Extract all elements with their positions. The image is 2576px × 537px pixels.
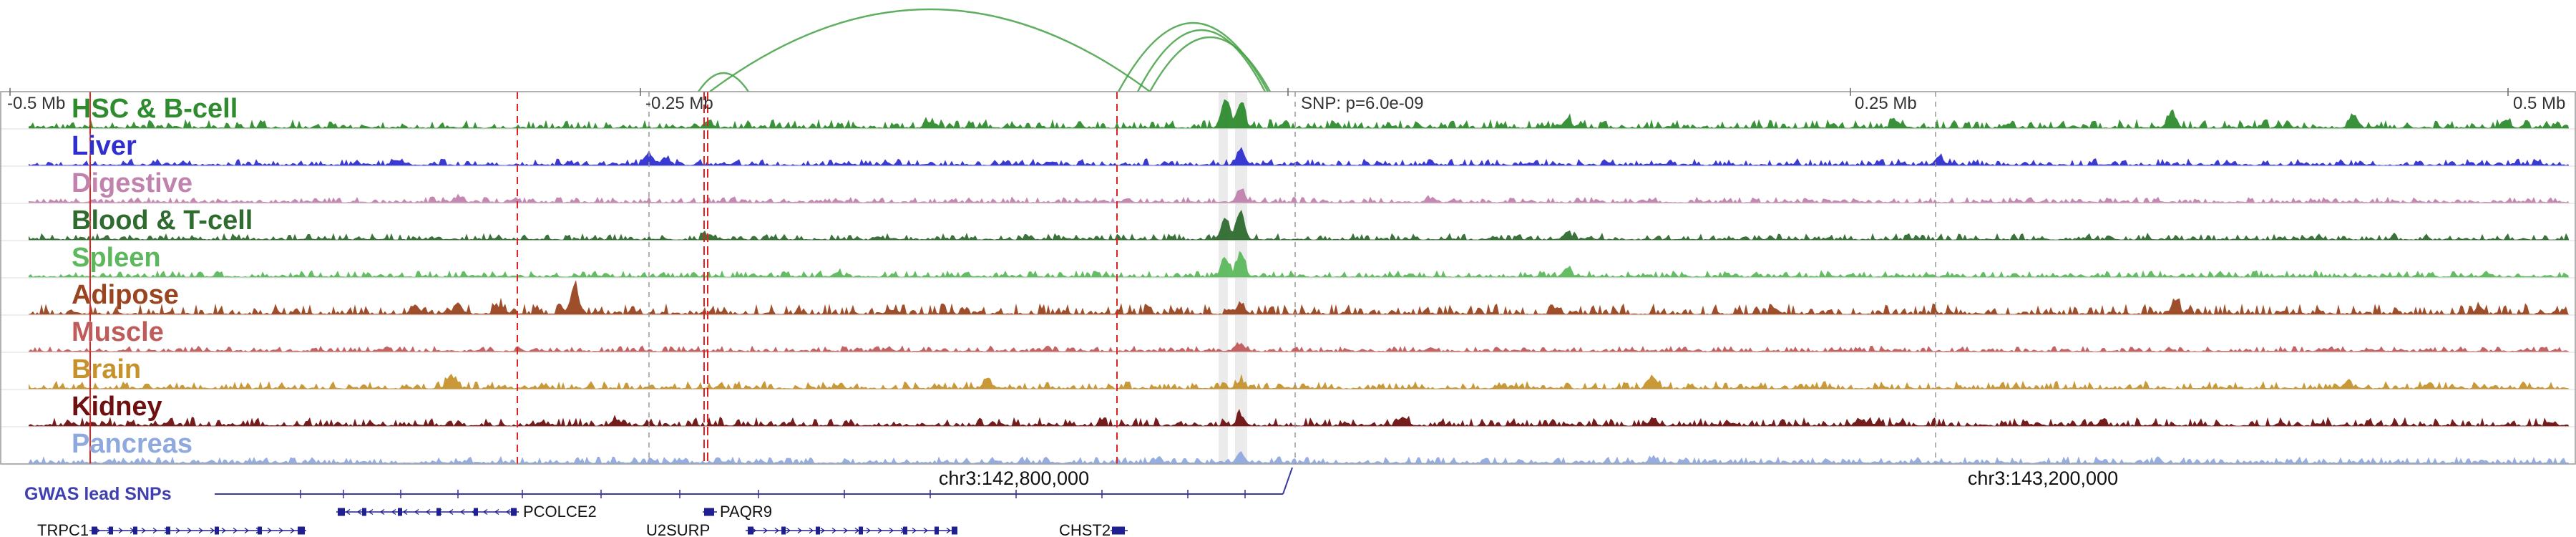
- coordinate-label-left: chr3:142,800,000: [938, 468, 1090, 489]
- ruler-label-0-5-mb: 0.5 Mb: [2513, 94, 2566, 113]
- coordinate-label-right: chr3:143,200,000: [1967, 468, 2119, 489]
- gene-label-paqr9: PAQR9: [720, 503, 772, 521]
- ruler-label-minus-0-5-mb: -0.5 Mb: [7, 94, 66, 113]
- gene-label-chst2: CHST2: [1059, 521, 1111, 537]
- track-label-pancreas[interactable]: Pancreas: [72, 429, 193, 459]
- gwas-lead-snps-label: GWAS lead SNPs: [24, 484, 172, 504]
- gene-label-u2surp: U2SURP: [646, 521, 711, 537]
- track-label-kidney[interactable]: Kidney: [72, 392, 162, 422]
- track-label-liver[interactable]: Liver: [72, 131, 137, 161]
- track-label-adipose[interactable]: Adipose: [72, 280, 179, 310]
- gene-label-pcolce2: PCOLCE2: [523, 503, 597, 521]
- track-label-brain[interactable]: Brain: [72, 354, 142, 384]
- track-label-spleen[interactable]: Spleen: [72, 243, 161, 273]
- gene-label-trpc1: TRPC1: [37, 521, 89, 537]
- track-label-blood-t-cell[interactable]: Blood & T-cell: [72, 205, 253, 236]
- track-label-hsc-b-cell[interactable]: HSC & B-cell: [72, 94, 238, 124]
- track-label-digestive[interactable]: Digestive: [72, 168, 192, 198]
- ruler-label-minus-0-25-mb: -0.25 Mb: [645, 94, 713, 113]
- track-label-muscle[interactable]: Muscle: [72, 317, 164, 347]
- ruler-label-0-25-mb: 0.25 Mb: [1855, 94, 1917, 113]
- snp-pvalue-label: SNP: p=6.0e-09: [1301, 94, 1424, 113]
